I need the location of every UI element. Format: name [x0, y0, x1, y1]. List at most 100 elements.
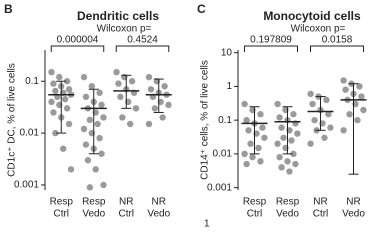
- subtitle: Wilcoxon p=: [97, 24, 152, 35]
- data-point: [80, 125, 88, 133]
- x-tick-label: Ctrl: [118, 209, 134, 220]
- data-point: [356, 83, 363, 90]
- data-point: [126, 120, 134, 128]
- data-point: [327, 124, 334, 131]
- data-point: [48, 98, 55, 106]
- data-point: [360, 106, 367, 114]
- data-point: [98, 150, 105, 157]
- data-point: [309, 100, 316, 108]
- data-point: [323, 96, 330, 104]
- data-point: [161, 83, 168, 90]
- data-point: [61, 96, 69, 103]
- x-tick-label: NR: [313, 197, 327, 208]
- data-point: [340, 127, 347, 134]
- data-point: [117, 93, 124, 101]
- p-value: 0.000004: [57, 35, 99, 46]
- data-point: [128, 78, 136, 85]
- data-point: [340, 77, 347, 84]
- data-point: [145, 120, 153, 128]
- data-point: [63, 78, 71, 85]
- data-point: [65, 120, 73, 128]
- data-point: [245, 127, 252, 134]
- data-point: [290, 111, 297, 118]
- x-tick-label: Resp: [50, 197, 74, 208]
- data-point: [307, 90, 314, 98]
- data-point: [115, 80, 122, 87]
- data-point: [145, 73, 153, 81]
- x-tick-label: NR: [119, 197, 133, 208]
- data-point: [284, 158, 291, 165]
- data-point: [67, 166, 75, 173]
- data-point: [307, 140, 314, 147]
- data-point: [50, 109, 57, 116]
- data-point: [88, 83, 96, 90]
- data-point: [48, 68, 55, 76]
- y-axis-label: CD1c⁺ DC, % of live cells: [7, 63, 18, 177]
- data-point: [255, 144, 262, 152]
- data-point: [96, 134, 103, 142]
- data-point: [60, 145, 67, 152]
- data-point: [241, 150, 248, 158]
- data-point: [278, 164, 285, 171]
- data-point: [56, 73, 63, 81]
- data-point: [276, 114, 283, 121]
- data-point: [280, 134, 287, 141]
- x-tick-label: Ctrl: [247, 209, 263, 220]
- x-tick-label: Vedo: [276, 209, 299, 220]
- data-point: [325, 111, 332, 118]
- x-tick-label: Vedo: [82, 209, 105, 220]
- x-tick-label: Resp: [82, 197, 106, 208]
- data-point: [119, 114, 126, 121]
- data-point: [346, 111, 353, 118]
- data-point: [274, 140, 281, 147]
- data-point: [354, 116, 361, 124]
- data-point: [84, 157, 92, 164]
- x-tick-label: Vedo: [342, 209, 365, 220]
- significance-bracket: [115, 45, 170, 52]
- data-point: [159, 114, 166, 121]
- x-tick-label: Resp: [243, 197, 267, 208]
- y-tick-label: 10: [221, 47, 233, 58]
- significance-bracket: [310, 45, 364, 52]
- data-point: [92, 166, 99, 173]
- data-point: [241, 100, 248, 108]
- chart-title: Monocytoid cells: [263, 9, 361, 23]
- data-point: [243, 160, 250, 168]
- panel-label: C: [197, 2, 206, 16]
- data-point: [249, 153, 256, 161]
- data-point: [100, 114, 107, 121]
- data-point: [261, 134, 268, 141]
- x-tick-label: Ctrl: [313, 209, 329, 220]
- x-tick-label: NR: [346, 197, 360, 208]
- data-point: [82, 93, 90, 101]
- data-point: [86, 184, 94, 191]
- data-point: [80, 73, 88, 81]
- data-point: [151, 105, 159, 112]
- subtitle: Wilcoxon p=: [291, 24, 346, 35]
- p-value: 0.0158: [322, 35, 353, 46]
- data-point: [96, 89, 103, 96]
- data-point: [63, 105, 71, 112]
- significance-bracket: [244, 45, 298, 52]
- data-point: [321, 134, 328, 141]
- data-point: [274, 100, 281, 108]
- x-tick-label: Resp: [276, 197, 300, 208]
- x-tick-label: Ctrl: [53, 209, 69, 220]
- y-tick-label: 0.001: [207, 182, 232, 193]
- data-point: [165, 101, 172, 109]
- x-tick-label: NR: [152, 197, 166, 208]
- y-tick-label: 0.1: [25, 76, 39, 87]
- data-point: [86, 116, 94, 124]
- data-point: [257, 111, 264, 118]
- chart-title: Dendritic cells: [77, 9, 159, 23]
- y-tick-label: 0.01: [213, 149, 233, 160]
- data-point: [247, 140, 254, 147]
- data-point: [147, 86, 155, 93]
- y-tick-label: 0.1: [218, 115, 232, 126]
- note: 1: [204, 219, 210, 230]
- data-point: [243, 116, 250, 124]
- panel-label: B: [4, 2, 13, 16]
- x-tick-label: Vedo: [147, 209, 170, 220]
- data-point: [278, 124, 285, 131]
